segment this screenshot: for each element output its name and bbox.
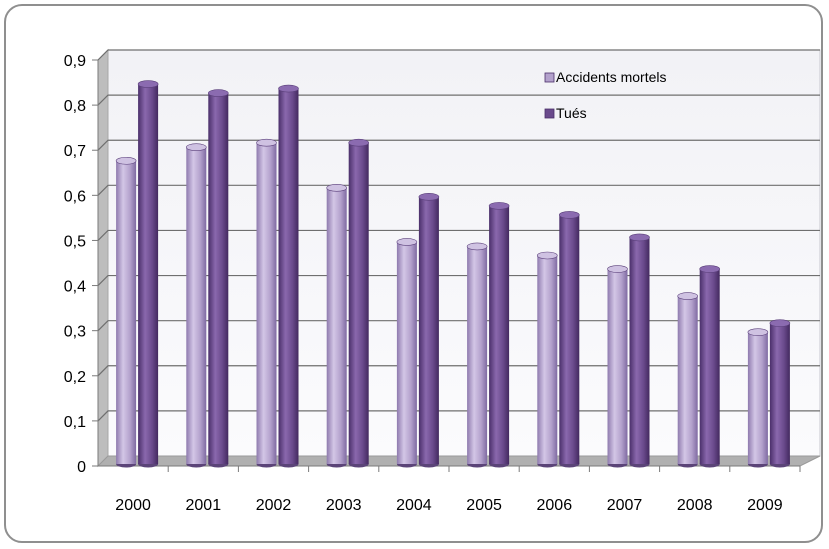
- bar-body: [138, 84, 159, 465]
- bar-body: [418, 196, 439, 464]
- gridline: [97, 139, 820, 151]
- bar-tues-2003: [348, 138, 370, 468]
- bar-body: [629, 237, 650, 464]
- y-tick-label: 0,9: [64, 53, 86, 70]
- x-tick-label: 2003: [326, 497, 362, 514]
- bar-top: [677, 292, 699, 300]
- bar-body: [489, 205, 510, 464]
- bar-top: [256, 138, 277, 147]
- legend-label-accidents-mortels: Accidents mortels: [556, 69, 666, 85]
- bar-top: [326, 184, 348, 192]
- legend-swatch-accidents-mortels: [544, 72, 555, 83]
- bar-top: [348, 138, 370, 147]
- bar-top: [536, 251, 558, 260]
- gridline: [97, 365, 820, 377]
- bar-body: [348, 142, 369, 464]
- bar-tues-2001: [208, 89, 229, 468]
- bar-body: [769, 323, 790, 464]
- bar-top: [418, 193, 440, 201]
- y-tick-label: 0,4: [64, 279, 86, 296]
- bar-body: [278, 88, 299, 465]
- bar-top: [115, 156, 137, 165]
- bar-body: [677, 296, 698, 464]
- bar-accidents-mortels-2001: [186, 143, 207, 468]
- bar-top: [629, 233, 650, 242]
- x-tick-label: 2007: [607, 497, 643, 514]
- bar-top: [607, 265, 628, 273]
- bar-body: [396, 241, 417, 464]
- gridline: [97, 184, 820, 196]
- legend-label-tues: Tués: [556, 105, 587, 121]
- bar-body: [186, 147, 207, 464]
- bar-body: [607, 269, 628, 464]
- side-wall: [97, 48, 109, 468]
- y-tick-label: 0,6: [64, 188, 86, 205]
- bar-body: [256, 142, 277, 464]
- bar-top: [699, 265, 721, 273]
- bar-body: [537, 255, 558, 464]
- bar-accidents-mortels-2003: [326, 184, 348, 468]
- legend-swatch-tues: [544, 108, 555, 119]
- bar-tues-2007: [629, 233, 650, 468]
- bar-tues-2002: [278, 84, 299, 468]
- bar-body: [699, 269, 720, 464]
- x-tick-label: 2009: [747, 497, 783, 514]
- gridline: [97, 320, 820, 332]
- gridline: [97, 94, 820, 106]
- bar-top: [278, 84, 299, 93]
- bar-top: [208, 89, 229, 97]
- bar-top: [488, 202, 510, 210]
- y-tick-label: 0,5: [64, 233, 86, 250]
- bar-top: [747, 328, 769, 336]
- y-tick-label: 0,3: [64, 324, 86, 341]
- bar-tues-2006: [558, 211, 580, 468]
- bar-tues-2005: [488, 202, 510, 468]
- bar-tues-2004: [418, 193, 440, 468]
- bar-tues-2000: [137, 80, 159, 468]
- gridline: [97, 274, 820, 286]
- bar-top: [186, 143, 207, 152]
- bar-top: [558, 211, 580, 219]
- x-tick-label: 2006: [537, 497, 573, 514]
- x-tick-label: 2004: [396, 497, 432, 514]
- bar-body: [559, 214, 580, 464]
- gridline: [97, 229, 820, 241]
- y-tick-label: 0,2: [64, 369, 86, 386]
- x-tick-label: 2005: [466, 497, 502, 514]
- bar-accidents-mortels-2004: [396, 238, 418, 468]
- bar-tues-2008: [699, 265, 721, 468]
- bar-accidents-mortels-2008: [677, 292, 699, 468]
- bar-body: [747, 332, 768, 464]
- bar-top: [769, 319, 791, 327]
- bar-accidents-mortels-2007: [607, 265, 628, 468]
- bar-accidents-mortels-2000: [115, 156, 137, 468]
- y-tick-label: 0: [77, 459, 86, 476]
- y-tick-label: 0,1: [64, 414, 86, 431]
- gridline: [97, 49, 820, 61]
- y-tick-label: 0,7: [64, 143, 86, 160]
- x-tick-label: 2002: [256, 497, 292, 514]
- bar-body: [116, 160, 137, 464]
- gridline: [97, 410, 820, 422]
- bar-top: [137, 80, 159, 88]
- bar-body: [467, 246, 488, 464]
- bar-body: [208, 93, 229, 464]
- x-tick-label: 2001: [186, 497, 222, 514]
- y-tick-label: 0,8: [64, 98, 86, 115]
- bar-top: [396, 238, 418, 246]
- bar-top: [466, 242, 488, 251]
- bar-tues-2009: [769, 319, 791, 468]
- bar-accidents-mortels-2002: [256, 138, 277, 468]
- x-tick-label: 2000: [115, 497, 151, 514]
- bar-accidents-mortels-2006: [536, 251, 558, 468]
- bar-accidents-mortels-2009: [747, 328, 769, 468]
- bar-body: [326, 187, 347, 465]
- x-tick-label: 2008: [677, 497, 713, 514]
- bar-accidents-mortels-2005: [466, 242, 488, 468]
